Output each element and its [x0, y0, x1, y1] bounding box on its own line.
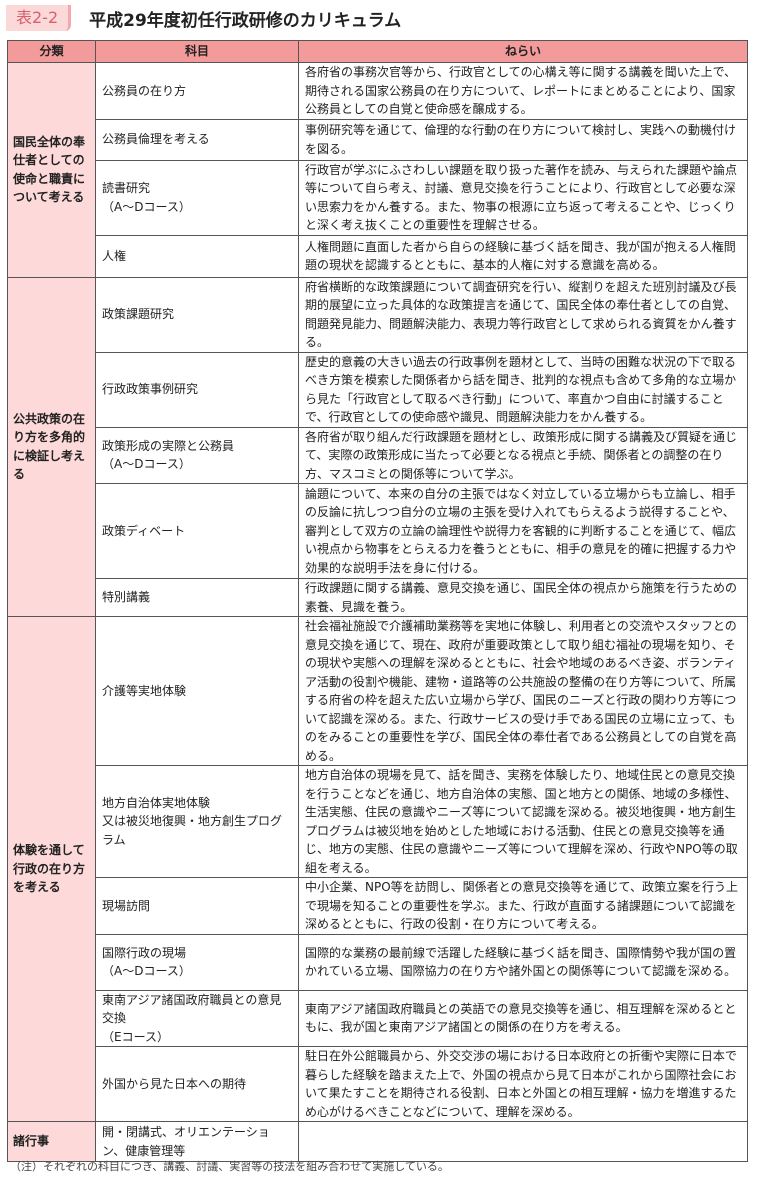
table-row: 体験を通して行政の在り方を考える 介護等実地体験 社会福祉施設で介護補助業務等を実地… [7, 616, 748, 1122]
subject-cell: 介護等実地体験 [95, 616, 299, 766]
table-number-badge: 表2-2 [6, 5, 72, 31]
table-row: 行政政策事例研究 歴史的意義の大きい過去の行政事例を題材として、当時の困難な状況の… [8, 351, 748, 428]
footnote: （注）それぞれの科目につき、講義、討議、実習等の技法を組み合わせて実施している。 [10, 1160, 449, 1173]
table-row: 公共政策の在り方を多角的に検証し考える 政策課題研究 府省横断的な政策課題について調… [7, 276, 748, 617]
table-row: 読書研究 （A～Dコース） 行政官が学ぶにふさわしい課題を取り扱った著作を読み、与… [8, 159, 748, 236]
subject-cell: 人権 [95, 234, 299, 278]
category-cell: 諸行事 [7, 1121, 96, 1162]
table-row: 公務員倫理を考える 事例研究等を通じて、倫理的な行動の在り方について検討し、実践へ… [8, 118, 748, 161]
subject-cell: 現場訪問 [95, 877, 299, 935]
table-row: 政策形成の実際と公務員 （A～Dコース） 各府省が取り組んだ行政課題を題材とし、政… [8, 426, 748, 484]
aim-cell: 各府省の事務次官等から、行政官としての心構え等に関する講義を聞いた上で、期待され… [298, 62, 748, 120]
aim-cell: 行政官が学ぶにふさわしい課題を取り扱った著作を読み、与えられた課題や論点等につい… [298, 159, 748, 236]
category-cell: 国民全体の奉仕者としての使命と職責について考える [7, 62, 96, 278]
column-header-aim: ねらい [298, 40, 748, 63]
subject-cell: 公務員の在り方 [95, 62, 299, 120]
subject-cell: 行政政策事例研究 [95, 351, 299, 428]
page-title: 平成29年度初任行政研修のカリキュラム [89, 10, 402, 31]
column-header-subject: 科目 [95, 40, 299, 63]
subject-cell: 開・閉講式、オリエンテーション、健康管理等 [95, 1121, 299, 1162]
table-row: 外国から見た日本への期待 駐日在外公館職員から、外交交渉の場における日本政府との折… [8, 1046, 748, 1122]
subject-cell: 東南アジア諸国政府職員との意見交換 （Eコース） [95, 989, 299, 1047]
category-cell: 体験を通して行政の在り方を考える [7, 616, 96, 1122]
aim-cell: 歴史的意義の大きい過去の行政事例を題材として、当時の困難な状況の下で取るべき方策… [298, 351, 748, 428]
aim-cell: 社会福祉施設で介護補助業務等を実地に体験し、利用者との交流やスタッフとの意見交換… [298, 616, 748, 766]
subject-cell: 公務員倫理を考える [95, 118, 299, 161]
aim-cell: 国際的な業務の最前線で活躍した経験に基づく話を聞き、国際情勢や我が国の置かれてい… [298, 933, 748, 991]
aim-cell: 駐日在外公館職員から、外交交渉の場における日本政府との折衝や実際に日本で暮らした… [298, 1046, 748, 1122]
subject-cell: 地方自治体実地体験 又は被災地復興・地方創生プログラム [95, 765, 299, 878]
table-header: 表2-2 平成29年度初任行政研修のカリキュラム [6, 5, 402, 31]
aim-cell: 行政課題に関する講義、意見交換を通じ、国民全体の視点から施策を行うための素養、見… [298, 578, 748, 617]
table-row: 特別講義 行政課題に関する講義、意見交換を通じ、国民全体の視点から施策を行うための… [8, 578, 748, 617]
table-row: 現場訪問 中小企業、NPO等を訪問し、関係者との意見交換等を通じて、政策立案を行う… [8, 877, 748, 935]
table-row: 東南アジア諸国政府職員との意見交換 （Eコース） 東南アジア諸国政府職員との英語で… [8, 989, 748, 1047]
subject-cell: 読書研究 （A～Dコース） [95, 159, 299, 236]
table-row: 国際行政の現場 （A～Dコース） 国際的な業務の最前線で活躍した経験に基づく話を聞… [8, 933, 748, 991]
aim-cell: 各府省が取り組んだ行政課題を題材とし、政策形成に関する講義及び質疑を通じて、実際… [298, 426, 748, 484]
aim-cell: 事例研究等を通じて、倫理的な行動の在り方について検討し、実践への動機付けを図る。 [298, 118, 748, 161]
aim-cell: 地方自治体の現場を見て、話を聞き、実務を体験したり、地域住民との意見交換を行うこ… [298, 765, 748, 878]
aim-cell: 東南アジア諸国政府職員との英語での意見交換等を通じ、相互理解を深めるとともに、我… [298, 989, 748, 1047]
subject-cell: 政策形成の実際と公務員 （A～Dコース） [95, 426, 299, 484]
table-row: 諸行事 開・閉講式、オリエンテーション、健康管理等 [7, 1121, 748, 1162]
table-row: 人権 人権問題に直面した者から自らの経験に基づく話を聞き、我が国が抱える人権問題の… [8, 234, 748, 278]
aim-cell: 府省横断的な政策課題について調査研究を行い、縦割りを超えた班別討議及び長期的展望… [298, 276, 748, 353]
aim-cell: 論題について、本来の自分の主張ではなく対立している立場からも立論し、相手の反論に… [298, 483, 748, 579]
table-row: 政策ディベート 論題について、本来の自分の主張ではなく対立している立場からも立論し… [8, 483, 748, 579]
table-row: 地方自治体実地体験 又は被災地復興・地方創生プログラム 地方自治体の現場を見て、話… [8, 765, 748, 878]
category-cell: 公共政策の在り方を多角的に検証し考える [7, 276, 96, 617]
subject-cell: 政策課題研究 [95, 276, 299, 353]
subject-cell: 国際行政の現場 （A～Dコース） [95, 933, 299, 991]
aim-cell [298, 1121, 748, 1162]
column-header-category: 分類 [7, 40, 96, 63]
table-row: 国民全体の奉仕者としての使命と職責について考える 公務員の在り方 各府省の事務次官等… [7, 62, 748, 278]
aim-cell: 中小企業、NPO等を訪問し、関係者との意見交換等を通じて、政策立案を行う上で現場… [298, 877, 748, 935]
aim-cell: 人権問題に直面した者から自らの経験に基づく話を聞き、我が国が抱える人権問題の現状… [298, 234, 748, 278]
curriculum-table: 分類 科目 ねらい 国民全体の奉仕者としての使命と職責について考える 公務員の在り… [7, 40, 748, 1162]
subject-cell: 政策ディベート [95, 483, 299, 579]
subject-cell: 外国から見た日本への期待 [95, 1046, 299, 1122]
subject-cell: 特別講義 [95, 578, 299, 617]
